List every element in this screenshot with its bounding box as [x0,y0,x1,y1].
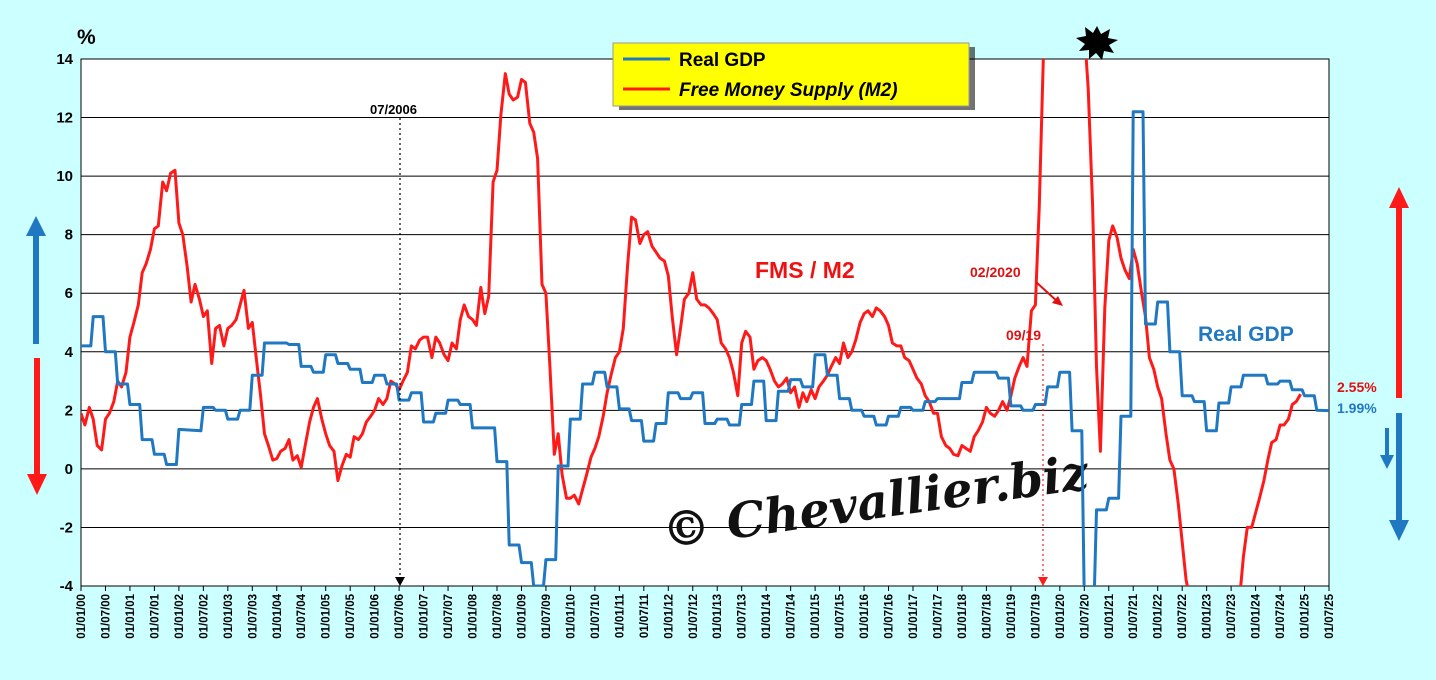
up-arrow-icon [1389,187,1409,398]
y-axis-label: % [77,26,96,49]
down-arrow-icon [27,358,47,495]
legend: Real GDP Free Money Supply (M2) [612,42,975,110]
marker-2006-arrowhead [395,577,405,586]
x-tick-label: 01/07/00 [100,594,112,639]
up-arrow-icon [26,216,46,344]
marker-2006-label: 07/2006 [370,102,417,117]
x-tick-label: 01/01/16 [859,594,871,639]
x-tick-label: 01/07/22 [1177,594,1189,639]
x-tick-label: 01/07/24 [1275,593,1287,638]
x-tick-label: 01/01/23 [1202,594,1214,639]
x-tick-label: 01/07/04 [296,593,308,638]
x-tick-label: 01/07/11 [639,593,651,638]
x-tick-label: 01/07/18 [981,593,993,638]
x-tick-label: 01/01/07 [419,594,431,639]
x-tick-label: 01/07/14 [786,593,798,638]
x-tick-label: 01/01/09 [516,594,528,639]
x-tick-label: 01/01/15 [810,593,822,638]
x-tick-label: 01/01/13 [712,594,724,639]
x-tick-label: 01/01/06 [370,594,382,639]
x-tick-label: 01/01/02 [174,594,186,639]
down-arrow-icon [1380,428,1394,469]
y-tick-label: 4 [65,344,74,361]
x-tick-label: 01/07/07 [443,594,455,639]
y-tick-label: 8 [65,227,73,244]
x-tick-label: 01/01/24 [1251,593,1263,638]
x-tick-label: 01/07/01 [149,593,161,638]
y-tick-label: 14 [56,51,73,68]
x-tick-label: 01/01/17 [908,594,920,639]
x-tick-label: 01/07/08 [492,593,504,638]
y-tick-label: 2 [65,402,73,419]
y-tick-label: -4 [60,578,74,595]
marker-022020-label: 02/2020 [970,264,1021,280]
y-tick-label: -2 [60,519,73,536]
x-tick-label: 01/07/16 [884,594,896,639]
x-tick-label: 01/07/23 [1226,594,1238,639]
marker-022020-arrow [1035,281,1059,303]
x-tick-label: 01/07/02 [198,594,210,639]
series-line-free-money-supply [81,59,1302,586]
x-tick-label: 01/07/21 [1128,593,1140,638]
gdp-series-label: Real GDP [1198,323,1294,346]
x-tick-label: 01/07/13 [737,594,749,639]
explosion-icon [1076,26,1118,60]
x-tick-label: 01/01/21 [1104,593,1116,638]
x-tick-label: 01/01/11 [614,593,626,638]
x-tick-label: 01/07/06 [394,594,406,639]
plot-area [81,59,1329,586]
x-tick-label: 01/01/04 [272,593,284,638]
x-tick-label: 01/01/05 [321,593,333,638]
x-tick-label: 01/07/05 [345,593,357,638]
x-tick-label: 01/07/10 [590,594,602,639]
x-tick-label: 01/07/15 [835,593,847,638]
legend-label-gdp: Real GDP [679,50,766,71]
x-tick-label: 01/01/18 [957,593,969,638]
last-value-gdp: 1.99% [1337,400,1377,416]
x-tick-label: 01/07/20 [1079,594,1091,639]
y-axis: -4 -2 0 2 4 6 8 10 12 14 [56,51,73,595]
x-tick-label: 01/01/22 [1153,594,1165,639]
series-line-real-gdp [81,110,1329,586]
x-tick-label: 01/01/08 [468,593,480,638]
x-tick-label: 01/07/25 [1324,593,1336,638]
x-tick-label: 01/01/14 [761,593,773,638]
x-tick-label: 01/01/10 [565,594,577,639]
x-tick-label: 01/01/20 [1055,594,1067,639]
x-tick-label: 01/01/03 [223,594,235,639]
x-tick-label: 01/01/25 [1300,593,1312,638]
series-lines [81,59,1329,586]
marker-0919-arrowhead [1038,577,1048,586]
x-tick-label: 01/07/03 [247,594,259,639]
x-axis: 01/01/00 01/07/00 01/01/01 01/07/01 01/01/02… [76,586,1336,639]
y-tick-label: 10 [56,168,73,185]
x-tick-label: 01/07/19 [1030,594,1042,639]
marker-0919-label: 09/19 [1006,327,1041,343]
last-value-fms: 2.55% [1337,379,1377,395]
fms-series-label: FMS / M2 [755,257,855,283]
legend-label-fms: Free Money Supply (M2) [679,80,898,101]
x-tick-label: 01/07/09 [541,594,553,639]
x-tick-label: 01/01/19 [1006,594,1018,639]
x-tick-label: 01/01/00 [76,594,88,639]
x-tick-label: 01/07/12 [688,594,700,639]
y-tick-label: 0 [65,461,73,478]
y-tick-label: 12 [56,110,73,127]
down-arrow-icon [1389,413,1409,541]
y-tick-label: 6 [65,285,73,302]
x-tick-label: 01/07/17 [932,594,944,639]
marker-022020-arrowhead [1052,296,1063,306]
x-tick-label: 01/01/12 [663,594,675,639]
x-tick-label: 01/01/01 [125,593,137,638]
